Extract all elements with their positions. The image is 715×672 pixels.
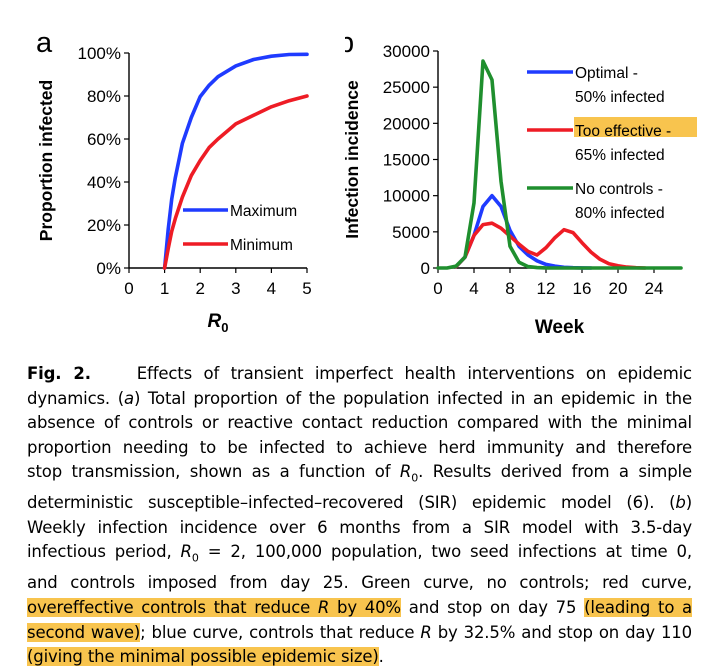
caption-text: and stop on day 75 — [400, 597, 585, 617]
caption-line: dynamics. (a) Total proportion of the po… — [27, 387, 692, 412]
caption-text: b — [675, 493, 686, 513]
caption-body: Fig. 2. Effects of transient imperfect h… — [27, 362, 692, 670]
caption-text: R — [399, 462, 412, 482]
legend-sublabel-0: 50% infected — [575, 89, 665, 106]
y-tick-label: 10000 — [383, 187, 430, 206]
series-line-2 — [436, 59, 683, 270]
caption-line: and controls imposed from day 25. Green … — [27, 571, 692, 596]
caption-text: infectious period, — [27, 542, 181, 562]
x-tick-label: 24 — [645, 279, 664, 298]
caption-line: infectious period, R0 = 2, 100,000 popul… — [27, 540, 692, 571]
chart-a: a 0% 20% 40% 60% 80% 100% 0 1 2 3 4 5 Proportion infe… — [36, 27, 312, 335]
caption-text: = 2, 100,000 population, two seed infect… — [198, 542, 692, 562]
caption-text: . — [378, 647, 384, 667]
legend-label-1: Too effective - — [575, 123, 671, 140]
caption-text: absence of controls or reactive contact … — [27, 413, 692, 433]
figure-caption: Fig. 2. Effects of transient imperfect h… — [27, 362, 692, 670]
y-tick-label: 0% — [96, 259, 121, 278]
series-line-1 — [454, 221, 647, 270]
x-tick-label: 2 — [195, 279, 204, 298]
x-tick-label: 4 — [469, 279, 478, 298]
x-tick-label: 0 — [124, 279, 133, 298]
x-tick-label: 20 — [609, 279, 628, 298]
y-axis-label: Infection incidence — [345, 80, 362, 239]
caption-text: dynamics. ( — [27, 388, 124, 408]
caption-text: Effects of transient imperfect health in… — [136, 364, 692, 383]
y-tick-label: 100% — [78, 44, 121, 63]
legend-label-2: No controls - — [575, 181, 663, 198]
caption-line: overeffective controls that reduce R by … — [27, 596, 692, 621]
y-tick-label: 25000 — [383, 78, 430, 97]
x-tick-label: 5 — [302, 279, 311, 298]
figure-panel-a: a 0% 20% 40% 60% 80% 100% 0 1 2 3 4 5 Proportion infe… — [0, 0, 345, 355]
panel-letter: b — [345, 27, 354, 59]
caption-text: 0 — [191, 551, 199, 565]
caption-text: R — [180, 542, 192, 562]
y-tick-label: 20000 — [383, 114, 430, 133]
figure-panel-b: b 0 5000 10000 15000 20000 25000 30000 0 4 8 12 16 20… — [345, 0, 715, 355]
legend-highlight — [574, 117, 697, 137]
x-tick-label: 12 — [537, 279, 556, 298]
y-tick-label: 15000 — [383, 151, 430, 170]
highlighted-text: (leading to a — [584, 597, 693, 617]
series-line-0 — [162, 52, 309, 270]
y-tick-label: 80% — [87, 87, 121, 106]
x-tick-label: 0 — [433, 279, 442, 298]
legend-sublabel-1: 65% infected — [575, 147, 665, 164]
y-tick-label: 30000 — [383, 42, 430, 61]
caption-line: Weekly infection incidence over 6 months… — [27, 516, 692, 541]
caption-text: proportion needing to be infected to ach… — [27, 437, 692, 457]
caption-line: (giving the minimal possible epidemic si… — [27, 645, 692, 670]
caption-line: proportion needing to be infected to ach… — [27, 436, 692, 461]
caption-text: 0 — [411, 471, 419, 485]
y-tick-label: 0 — [421, 259, 430, 278]
caption-text: a — [123, 388, 134, 408]
caption-line: stop transmission, shown as a function o… — [27, 460, 692, 491]
legend-label-1: Minimum — [230, 237, 293, 254]
caption-text: stop transmission, shown as a function o… — [27, 462, 400, 482]
caption-text: R — [420, 622, 432, 642]
caption-text: Weekly infection incidence over 6 months… — [27, 517, 692, 537]
panel-letter: a — [36, 27, 53, 59]
chart-b: b 0 5000 10000 15000 20000 25000 30000 0 4 8 12 16 20… — [345, 27, 697, 338]
x-tick-label: 3 — [231, 279, 240, 298]
y-tick-label: 60% — [87, 130, 121, 149]
caption-line: Fig. 2. Effects of transient imperfect h… — [27, 362, 692, 387]
y-axis-label: Proportion infected — [36, 80, 56, 241]
caption-text: deterministic susceptible–infected–recov… — [27, 493, 676, 513]
caption-text: ) — [685, 493, 692, 513]
highlighted-text: overeffective controls that reduce — [27, 597, 318, 617]
caption-text: ) Total proportion of the population inf… — [133, 388, 692, 408]
x-axis-label: R0 — [208, 311, 229, 335]
caption-text: and controls imposed from day 25. Green … — [27, 573, 692, 593]
y-tick-label: 20% — [87, 216, 121, 235]
y-tick-label: 40% — [87, 173, 121, 192]
legend-label-0: Optimal - — [575, 65, 638, 82]
y-tick-label: 5000 — [392, 223, 430, 242]
highlighted-text: second wave) — [27, 622, 141, 642]
x-axis-label: Week — [535, 317, 585, 338]
legend-sublabel-2: 80% infected — [575, 205, 665, 222]
x-tick-label: 4 — [267, 279, 276, 298]
figure-label: Fig. 2. — [27, 364, 91, 383]
caption-text: . Results derived from a simple — [418, 462, 692, 482]
highlighted-text: by 40% — [329, 597, 401, 617]
caption-line: absence of controls or reactive contact … — [27, 411, 692, 436]
caption-text: ; blue curve, controls that reduce — [140, 622, 421, 642]
highlighted-text: (giving the minimal possible epidemic si… — [27, 647, 379, 667]
legend-label-0: Maximum — [230, 203, 297, 220]
caption-line: second wave); blue curve, controls that … — [27, 621, 692, 646]
caption-text: by 32.5% and stop on day 110 — [431, 622, 692, 642]
series-line-1 — [162, 94, 309, 270]
x-tick-label: 16 — [573, 279, 592, 298]
x-tick-label: 8 — [505, 279, 514, 298]
caption-line: deterministic susceptible–infected–recov… — [27, 491, 692, 516]
x-tick-label: 1 — [160, 279, 169, 298]
highlighted-text: R — [317, 597, 330, 617]
